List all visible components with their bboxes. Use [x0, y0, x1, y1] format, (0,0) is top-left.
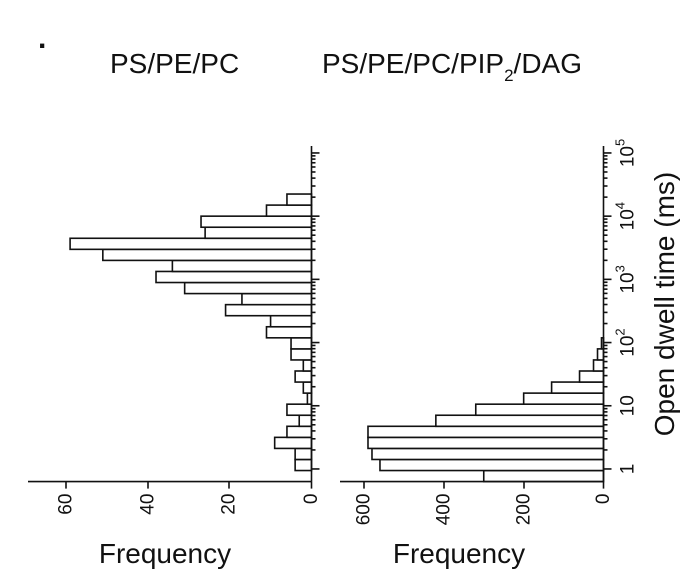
frequency-tick-label: 0 — [301, 494, 322, 505]
histogram-bar — [522, 392, 605, 405]
frequency-tick-label: 20 — [219, 494, 240, 515]
histogram-bar — [474, 403, 605, 417]
histogram-bar — [102, 248, 313, 262]
histogram-bar — [578, 370, 605, 383]
histogram-bar — [371, 447, 605, 461]
histogram-bar — [224, 303, 313, 317]
frequency-tick-label: 400 — [434, 494, 455, 526]
right-x-axis-label: Frequency — [393, 538, 525, 569]
histogram-bar — [482, 469, 605, 483]
histogram-bar — [273, 436, 313, 450]
title-subscript: 2 — [504, 66, 513, 85]
right-histogram: 600 400 200 0 1 10 102 103 104 105 — [340, 139, 638, 526]
histogram-bar — [367, 436, 605, 450]
panel-marker: . — [38, 22, 46, 55]
dwell-tick-label: 105 — [612, 139, 638, 167]
histogram-bar — [286, 193, 313, 206]
histogram-bar — [183, 281, 313, 295]
histogram-bar — [241, 292, 313, 306]
histogram-bar — [294, 447, 313, 461]
histogram-bar — [596, 348, 605, 361]
dwell-tick-label: 1 — [617, 464, 638, 475]
histogram-bar — [550, 381, 605, 394]
histogram-bar — [302, 381, 313, 394]
histogram-bar — [204, 226, 313, 240]
histogram-bar — [171, 259, 313, 273]
histogram-bar — [379, 458, 605, 472]
left-histogram: 60 40 20 0 — [28, 146, 322, 515]
histogram-bar — [435, 414, 605, 428]
histogram-bar — [367, 425, 605, 439]
title-part-rest: /DAG — [514, 48, 582, 79]
histogram-bar — [290, 348, 313, 361]
right-panel-title: PS/PE/PC/PIP2/DAG — [322, 48, 582, 85]
histogram-bar — [265, 204, 313, 217]
histogram-bar — [265, 325, 313, 339]
histogram-bar — [286, 425, 313, 439]
histogram-bar — [290, 337, 313, 350]
dwell-tick-label: 103 — [612, 265, 638, 293]
dwell-tick-label: 104 — [612, 202, 638, 230]
y-axis-label: Open dwell time (ms) — [649, 172, 680, 437]
dwell-tick-label: 102 — [612, 328, 638, 356]
histogram-bar — [269, 314, 313, 328]
frequency-tick-label: 600 — [354, 494, 375, 526]
histogram-bar — [294, 370, 313, 383]
histogram-bar — [200, 215, 313, 229]
dwell-tick-label: 10 — [617, 395, 638, 416]
frequency-tick-label: 60 — [56, 494, 77, 515]
frequency-tick-label: 200 — [514, 494, 535, 526]
histogram-bar — [592, 359, 605, 372]
histogram-bar — [298, 414, 313, 428]
histogram-bar — [69, 237, 313, 251]
histogram-bar — [302, 359, 313, 372]
left-x-axis-label: Frequency — [99, 538, 231, 569]
left-panel-title: PS/PE/PC — [110, 48, 239, 79]
frequency-tick-label: 40 — [138, 494, 159, 515]
title-part-main: PS/PE/PC/PIP — [322, 48, 504, 79]
histogram-bar — [155, 270, 313, 284]
frequency-tick-label: 0 — [593, 494, 614, 505]
histogram-bar — [286, 403, 313, 417]
histogram-bar — [294, 458, 313, 472]
